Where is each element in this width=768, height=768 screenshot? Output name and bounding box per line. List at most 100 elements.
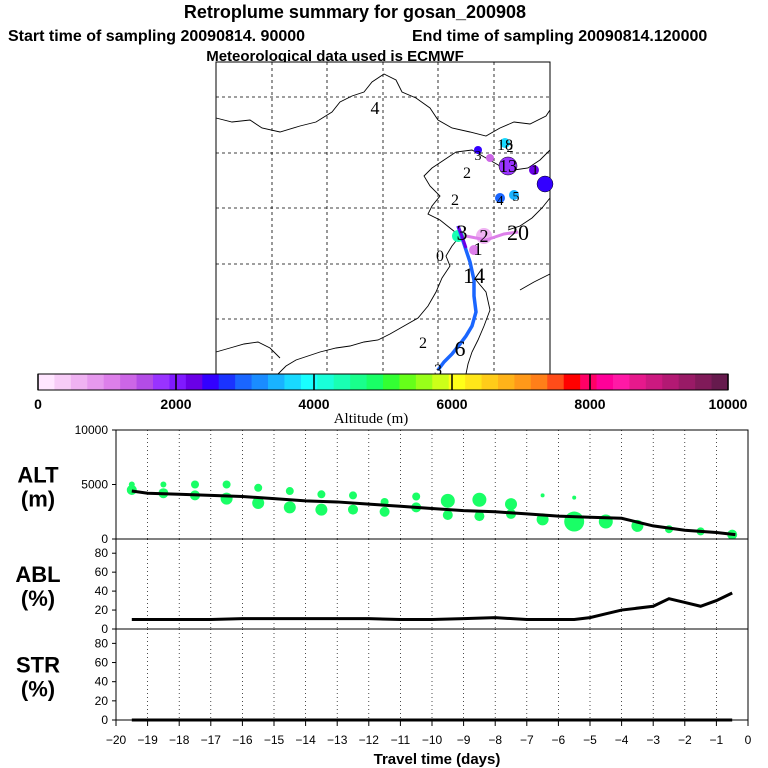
panel-alt: 0 5000 10000 ALT(m) bbox=[17, 423, 749, 546]
altitude-cluster-point bbox=[379, 506, 390, 517]
trajectory-track bbox=[436, 225, 478, 372]
x-tick-label: −7 bbox=[520, 733, 534, 747]
colorbar-cell bbox=[547, 374, 565, 390]
colorbar-cell bbox=[87, 374, 105, 390]
altitude-cluster-point bbox=[285, 487, 294, 496]
panel-unit: (%) bbox=[21, 586, 55, 611]
y-tick-label: 0 bbox=[101, 713, 108, 727]
colorbar-cell bbox=[185, 374, 203, 390]
altitude-cluster-point bbox=[128, 481, 135, 488]
colorbar-cell bbox=[415, 374, 433, 390]
x-tick-label: −13 bbox=[327, 733, 348, 747]
colorbar-cell bbox=[300, 374, 318, 390]
colorbar-cell bbox=[481, 374, 499, 390]
altitude-cluster-point bbox=[317, 490, 326, 499]
colorbar-cell bbox=[678, 374, 696, 390]
altitude-cluster-point bbox=[572, 495, 577, 500]
colorbar-cell bbox=[350, 374, 368, 390]
y-tick-label: 80 bbox=[95, 636, 109, 650]
altitude-colorbar: 0 2000 4000 6000 8000 10000 Altitude (m) bbox=[34, 373, 748, 427]
colorbar-cell bbox=[596, 374, 614, 390]
map-number-label: 14 bbox=[463, 263, 485, 288]
y-tick-label: 20 bbox=[95, 694, 109, 708]
colorbar-cell bbox=[218, 374, 236, 390]
x-tick-label: −8 bbox=[488, 733, 502, 747]
colorbar-cell bbox=[695, 374, 713, 390]
y-tick-label: 0 bbox=[101, 622, 108, 636]
panel-unit: (m) bbox=[21, 487, 55, 512]
altitude-cluster-point bbox=[348, 504, 358, 515]
colorbar-tick-label: 0 bbox=[34, 396, 42, 412]
altitude-cluster-point bbox=[191, 480, 199, 489]
colorbar-cell bbox=[235, 374, 253, 390]
travel-time-axis: −20 −19 −18 −17 −16 −15 −14 −13 −12 −11 −10 −9 −8 −7−… bbox=[106, 720, 752, 747]
map-number-label: 2 bbox=[507, 141, 514, 156]
colorbar-cell bbox=[645, 374, 663, 390]
map-number-label: 3 bbox=[475, 149, 482, 164]
altitude-cluster-point bbox=[540, 493, 545, 498]
colorbar-tick-label: 4000 bbox=[298, 396, 329, 412]
series-line-abl bbox=[131, 591, 733, 622]
altitude-cluster-point bbox=[474, 511, 485, 522]
map-number-label: 2 bbox=[480, 226, 489, 246]
colorbar-cell bbox=[153, 374, 171, 390]
colorbar-cell bbox=[366, 374, 384, 390]
x-tick-label: −14 bbox=[295, 733, 316, 747]
panel-str: 0 20 40 60 80 STR(%) bbox=[16, 628, 749, 727]
x-tick-label: −2 bbox=[678, 733, 692, 747]
altitude-cluster-point bbox=[564, 511, 585, 532]
x-tick-label: −18 bbox=[169, 733, 190, 747]
y-tick-label: 40 bbox=[95, 584, 109, 598]
colorbar-cell bbox=[333, 374, 351, 390]
start-time-label: Start time of sampling 20090814. 90000 bbox=[8, 28, 305, 45]
map-number-label: 2 bbox=[463, 165, 471, 182]
y-tick-label: 0 bbox=[101, 532, 108, 546]
x-axis-label: Travel time (days) bbox=[374, 751, 501, 768]
colorbar-cell bbox=[711, 374, 729, 390]
x-tick-label: −11 bbox=[391, 733, 411, 747]
colorbar-tick-label: 10000 bbox=[709, 396, 748, 412]
altitude-cluster-point bbox=[283, 501, 296, 514]
colorbar-cell bbox=[580, 374, 598, 390]
panel-abl: 0 20 40 60 80 ABL(%) bbox=[15, 538, 749, 636]
x-tick-label: −5 bbox=[583, 733, 597, 747]
altitude-cluster-point bbox=[222, 480, 231, 489]
altitude-cluster-point bbox=[440, 493, 455, 508]
met-data-label: Meteorological data used is ECMWF bbox=[206, 48, 464, 65]
colorbar-cell bbox=[498, 374, 516, 390]
map-number-label: 1 bbox=[532, 163, 539, 178]
colorbar-cell bbox=[317, 374, 335, 390]
colorbar-cell bbox=[662, 374, 680, 390]
colorbar-cell bbox=[530, 374, 548, 390]
colorbar-cell bbox=[563, 374, 581, 390]
altitude-cluster-point bbox=[252, 497, 265, 510]
colorbar-cell bbox=[465, 374, 483, 390]
map-number-label: 3 bbox=[434, 362, 442, 379]
altitude-cluster-point bbox=[254, 483, 263, 492]
colorbar-cell bbox=[251, 374, 269, 390]
map-number-label: 20 bbox=[507, 220, 529, 245]
colorbar-tick-label: 2000 bbox=[160, 396, 191, 412]
trajectory-track-upper bbox=[456, 225, 468, 249]
colorbar-cell bbox=[613, 374, 631, 390]
colorbar-tick-label: 8000 bbox=[574, 396, 605, 412]
panel-title: STR bbox=[16, 653, 60, 678]
x-tick-label: −3 bbox=[646, 733, 660, 747]
map-number-label: 1 bbox=[474, 239, 483, 259]
panel-frame bbox=[115, 429, 749, 540]
y-tick-label: 10000 bbox=[75, 423, 109, 437]
y-tick-label: 60 bbox=[95, 565, 109, 579]
colorbar-cell bbox=[103, 374, 121, 390]
altitude-cluster-point bbox=[442, 510, 453, 521]
colorbar-cell bbox=[432, 374, 450, 390]
colorbar-axis-label: Altitude (m) bbox=[334, 411, 409, 427]
colorbar-tick-label: 6000 bbox=[436, 396, 467, 412]
colorbar-cell bbox=[629, 374, 647, 390]
x-tick-label: −19 bbox=[137, 733, 158, 747]
colorbar-cell bbox=[70, 374, 88, 390]
altitude-cluster-point bbox=[315, 503, 328, 516]
colorbar-cell bbox=[383, 374, 401, 390]
